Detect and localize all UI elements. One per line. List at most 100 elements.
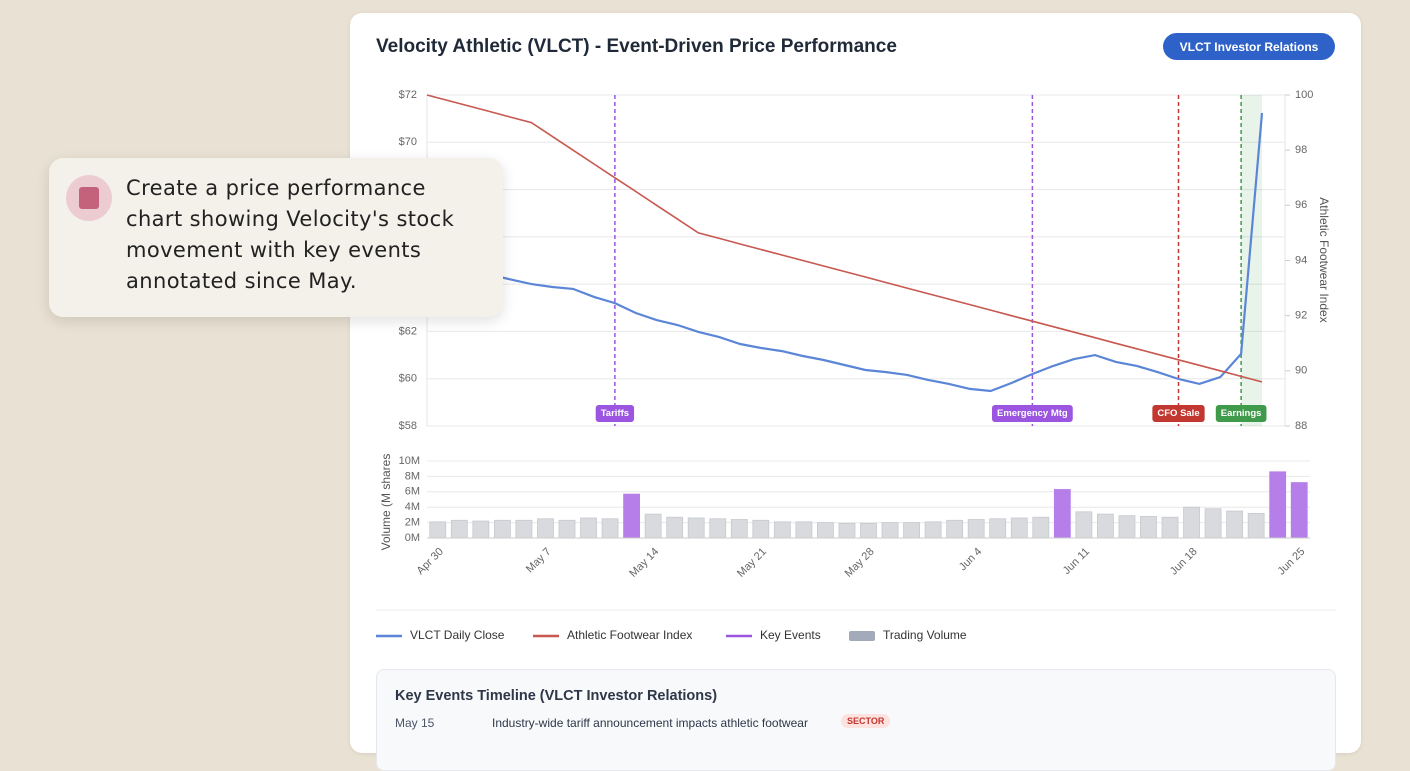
x-tick-label: May 14 — [627, 546, 661, 580]
event-label-text: CFO Sale — [1157, 408, 1199, 419]
y-tick-label: $70 — [399, 136, 417, 148]
volume-bar — [472, 520, 490, 539]
volume-bar — [450, 519, 468, 539]
y-tick-label: 10M — [399, 455, 420, 467]
volume-bar — [537, 518, 554, 539]
event-label: Earnings — [1215, 405, 1267, 422]
y2-tick-label: 94 — [1295, 254, 1307, 266]
x-tick-label: Jun 11 — [1061, 546, 1092, 577]
volume-bar — [1290, 482, 1308, 539]
y-tick-label: $58 — [399, 420, 417, 432]
y-tick-label: 6M — [405, 486, 420, 498]
volume-bar — [838, 522, 856, 539]
charts: $58$60$62$64$66$68$70$72889092949698100A… — [376, 89, 1336, 642]
legend-label: VLCT Daily Close — [410, 628, 505, 642]
series-line — [426, 112, 1264, 393]
prompt-line: chart showing Velocity's stock — [126, 207, 455, 231]
volume-bar — [1075, 511, 1093, 539]
y-axis-label: Volume (M shares — [379, 454, 393, 551]
x-tick-label: May 28 — [843, 546, 877, 580]
volume-bar — [666, 516, 684, 539]
investor-button[interactable]: VLCT Investor Relations — [1163, 33, 1335, 60]
volume-bar — [860, 522, 877, 539]
volume-bar — [881, 522, 899, 539]
x-tick-label: Jun 18 — [1168, 546, 1200, 578]
legend-label: Key Events — [760, 628, 821, 642]
y-tick-label: $72 — [399, 89, 417, 101]
volume-bar — [558, 519, 576, 539]
timeline-title: Key Events Timeline (VLCT Investor Relat… — [395, 688, 718, 704]
volume-bar — [644, 513, 662, 539]
y-tick-label: 0M — [405, 532, 420, 544]
volume-bar — [1226, 510, 1244, 539]
y-tick-label: 4M — [405, 501, 420, 513]
event-label-text: Tariffs — [601, 408, 629, 419]
y2-tick-label: 90 — [1295, 365, 1307, 377]
volume-bar — [580, 517, 597, 539]
y2-tick-label: 96 — [1295, 199, 1307, 211]
y-tick-label: 2M — [405, 517, 420, 529]
volume-bar — [730, 519, 748, 539]
x-tick-label: May 21 — [735, 546, 769, 580]
volume-bar — [1097, 513, 1114, 539]
event-label-box — [595, 405, 635, 422]
volume-bar — [1204, 508, 1222, 539]
volume-bar — [903, 522, 920, 539]
volume-bar — [967, 519, 985, 539]
page: Velocity Athletic (VLCT) - Event-Driven … — [49, 13, 1361, 771]
volume-bar — [989, 518, 1007, 539]
y-tick-label: $62 — [399, 325, 417, 337]
prompt-line: movement with key events — [126, 238, 422, 262]
x-tick-label: Jun 4 — [957, 546, 985, 574]
volume-bar — [946, 519, 964, 539]
prompt-line: annotated since May. — [126, 269, 357, 293]
volume-bar — [429, 521, 447, 539]
x-tick-label: Jun 25 — [1276, 546, 1308, 578]
y2-axis-label: Athletic Footwear Index — [1317, 197, 1331, 322]
title: Velocity Athletic (VLCT) - Event-Driven … — [376, 36, 897, 57]
event-label: CFO Sale — [1152, 405, 1205, 422]
volume-bar — [1140, 516, 1157, 539]
volume-bar — [1010, 517, 1028, 539]
volume-bar — [623, 493, 640, 539]
event-label-text: Earnings — [1221, 408, 1262, 419]
volume-bar — [515, 519, 533, 539]
y-tick-label: $60 — [399, 373, 417, 385]
x-tick-label: May 7 — [524, 546, 554, 576]
event-label: Emergency Mtg — [992, 405, 1073, 422]
volume-bar — [1269, 471, 1287, 539]
y2-tick-label: 98 — [1295, 144, 1307, 156]
y2-tick-label: 92 — [1295, 310, 1307, 322]
volume-bar — [601, 518, 619, 539]
prompt-line: Create a price performance — [126, 176, 426, 200]
y-tick-label: 8M — [405, 470, 420, 482]
volume-bar — [493, 519, 511, 539]
volume-bar — [773, 521, 791, 539]
volume-bar — [687, 517, 705, 539]
volume-bar — [1247, 512, 1265, 539]
volume-bar — [795, 521, 813, 539]
series-line — [426, 94, 1263, 383]
volume-bar — [1183, 506, 1200, 539]
volume-bar — [752, 519, 770, 539]
volume-bar — [709, 518, 727, 539]
legend-label: Trading Volume — [883, 628, 967, 642]
legend-label: Athletic Footwear Index — [567, 628, 692, 642]
volume-bar — [1161, 516, 1179, 539]
volume-bar — [1053, 489, 1071, 539]
prompt-bubble: Create a price performance chart showing … — [49, 158, 503, 317]
plot-frame — [426, 94, 1286, 427]
x-tick-label: Apr 30 — [415, 546, 446, 577]
legend-swatch — [849, 631, 875, 641]
volume-bar — [817, 522, 834, 539]
event-label-box — [992, 405, 1073, 422]
volume-bar — [1118, 515, 1136, 539]
volume-bar — [1032, 516, 1050, 539]
event-label-text: Emergency Mtg — [997, 408, 1068, 419]
volume-bar — [924, 521, 942, 539]
event-label-box — [1215, 405, 1267, 422]
event-label: Tariffs — [595, 405, 635, 422]
prompt-icon — [66, 175, 112, 221]
event-label-box — [1152, 405, 1205, 422]
y2-tick-label: 100 — [1295, 89, 1313, 101]
